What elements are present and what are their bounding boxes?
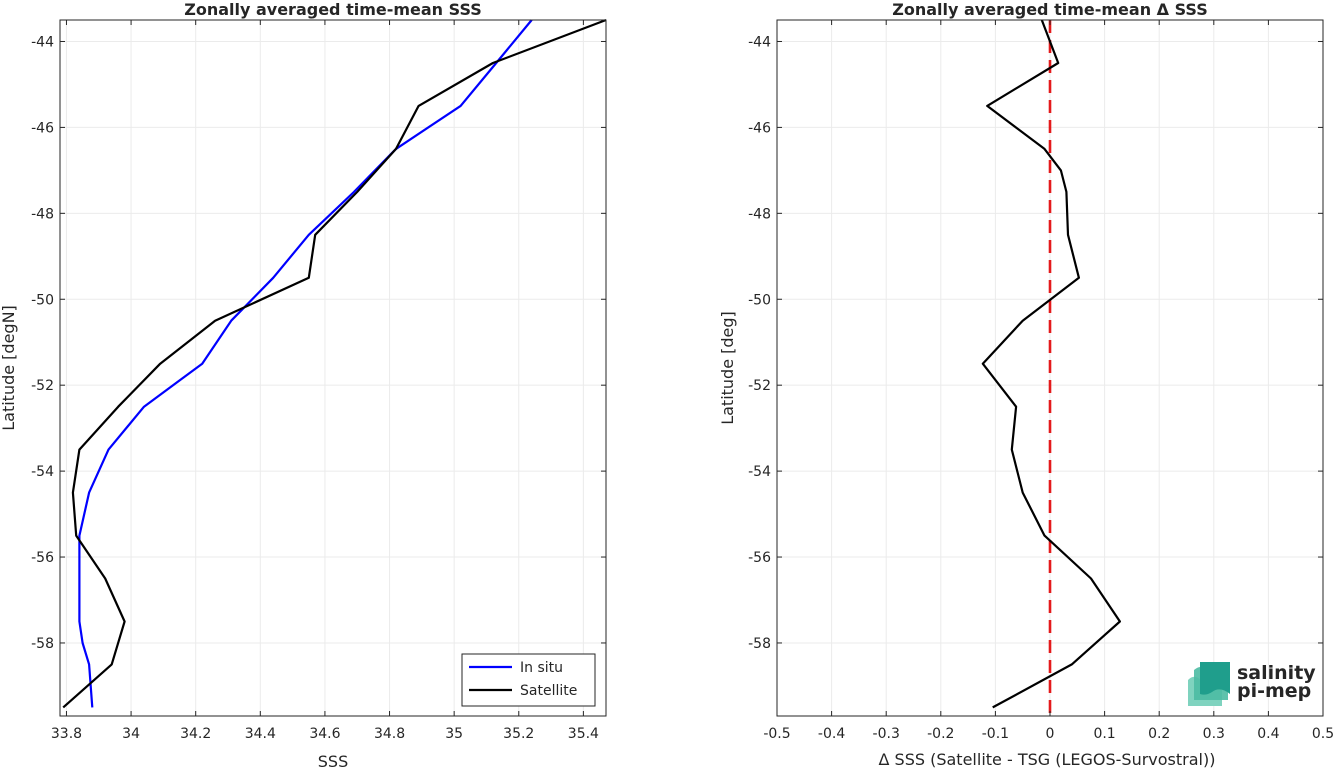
sss-y-axis-label: Latitude [degN] xyxy=(0,305,18,431)
y-tick-label: -50 xyxy=(748,292,771,308)
delta-sss-x-axis-label: Δ SSS (Satellite - TSG (LEGOS-Survostral… xyxy=(879,750,1216,769)
x-tick-label: -0.5 xyxy=(763,726,790,742)
x-tick-label: 34 xyxy=(122,726,140,742)
series-line-delta xyxy=(981,19,1122,709)
y-tick-label: -52 xyxy=(748,378,771,394)
delta-sss-ticks: -0.5 -0.4 -0.3 -0.2 -0.1 0 0.1 0.2 0.3 0.4 0.5 -58 -… xyxy=(748,20,1334,742)
delta-sss-y-axis-label: Latitude [deg] xyxy=(718,311,737,425)
x-tick-label: 0.1 xyxy=(1093,726,1115,742)
x-tick-label: -0.2 xyxy=(927,726,954,742)
logo-text-pi-mep: pi-mep xyxy=(1237,680,1311,702)
logo-wave-mark xyxy=(1188,662,1230,706)
x-tick-label: 33.8 xyxy=(51,726,82,742)
y-tick-label: -58 xyxy=(748,636,771,652)
sss-series xyxy=(62,18,607,709)
y-tick-label: -56 xyxy=(31,550,54,566)
x-tick-label: 0.4 xyxy=(1257,726,1279,742)
legend-box xyxy=(461,653,596,707)
y-tick-label: -48 xyxy=(748,206,771,222)
x-tick-label: 34.4 xyxy=(245,726,276,742)
sss-axes-box xyxy=(59,19,607,717)
legend-label-in-situ: In situ xyxy=(520,660,563,676)
delta-sss-panel: -0.5 -0.4 -0.3 -0.2 -0.1 0 0.1 0.2 0.3 0.4 0.5 -58 -… xyxy=(718,0,1334,769)
x-tick-label: 34.2 xyxy=(180,726,211,742)
series-line-satellite xyxy=(62,18,607,709)
sss-legend: In situ Satellite xyxy=(461,653,596,707)
x-tick-label: 35 xyxy=(445,726,463,742)
x-tick-label: 35.4 xyxy=(568,726,599,742)
y-tick-label: -50 xyxy=(31,292,54,308)
x-tick-label: -0.3 xyxy=(873,726,900,742)
x-tick-label: 0.5 xyxy=(1312,726,1334,742)
x-tick-label: 0.3 xyxy=(1203,726,1225,742)
sss-x-axis-label: SSS xyxy=(318,752,348,769)
x-tick-label: 0 xyxy=(1046,726,1055,742)
y-tick-label: -56 xyxy=(748,550,771,566)
sss-panel: 33.8 34 34.2 34.4 34.6 34.8 35 35.2 35.4 -58 -56 -5… xyxy=(0,0,607,769)
x-tick-label: -0.4 xyxy=(818,726,845,742)
legend-label-satellite: Satellite xyxy=(520,683,577,699)
delta-sss-chart-title: Zonally averaged time-mean Δ SSS xyxy=(892,0,1208,19)
sss-ticks: 33.8 34 34.2 34.4 34.6 34.8 35 35.2 35.4 -58 -56 -5… xyxy=(31,20,606,742)
x-tick-label: 34.6 xyxy=(309,726,340,742)
y-tick-label: -58 xyxy=(31,636,54,652)
sss-chart-title: Zonally averaged time-mean SSS xyxy=(184,0,482,19)
x-tick-label: -0.1 xyxy=(982,726,1009,742)
y-tick-label: -44 xyxy=(748,34,771,50)
x-tick-label: 34.8 xyxy=(374,726,405,742)
sss-plot-area xyxy=(60,20,606,716)
y-tick-label: -54 xyxy=(748,464,771,480)
x-tick-label: 0.2 xyxy=(1148,726,1170,742)
x-tick-label: 35.2 xyxy=(503,726,534,742)
logo-text-salinity: salinity xyxy=(1237,662,1316,684)
y-tick-label: -54 xyxy=(31,464,54,480)
y-tick-label: -44 xyxy=(31,34,54,50)
delta-sss-series xyxy=(981,19,1122,709)
y-tick-label: -46 xyxy=(31,120,54,136)
y-tick-label: -48 xyxy=(31,206,54,222)
series-line-in-situ xyxy=(78,19,533,708)
y-tick-label: -52 xyxy=(31,378,54,394)
y-tick-label: -46 xyxy=(748,120,771,136)
salinity-pi-mep-logo: salinity pi-mep xyxy=(1188,662,1316,706)
